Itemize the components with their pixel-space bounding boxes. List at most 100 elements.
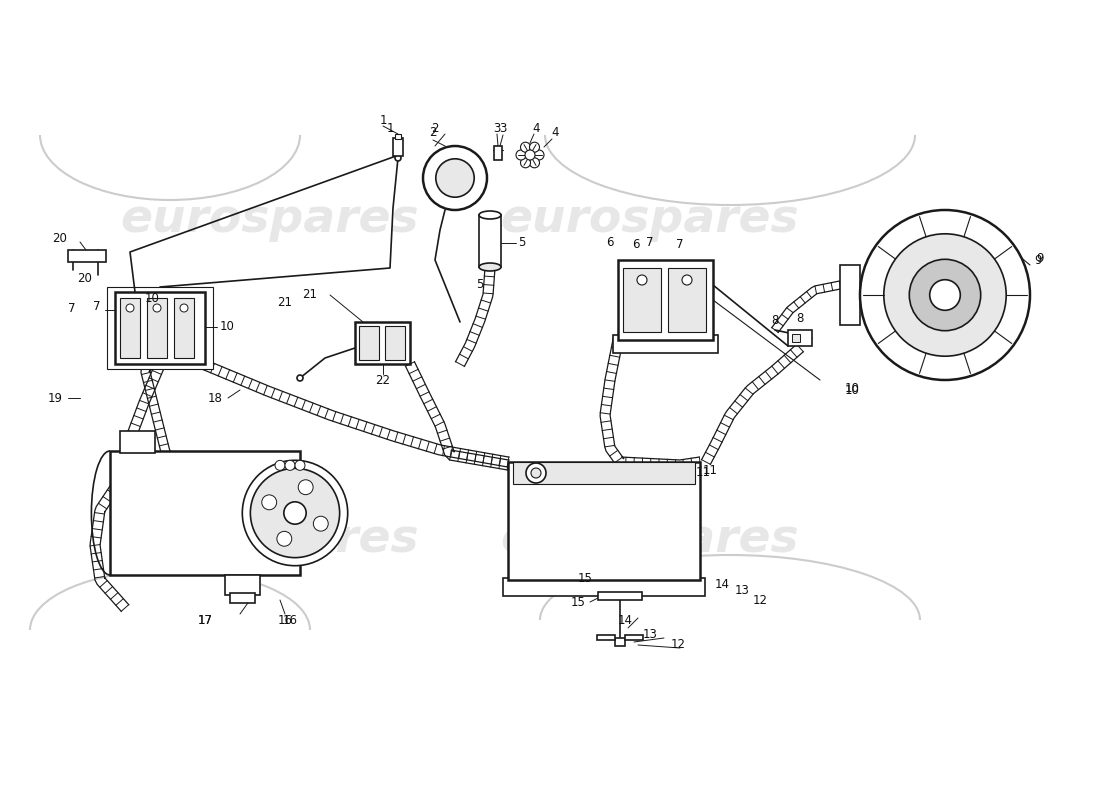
Text: 6: 6 bbox=[632, 238, 640, 250]
Text: 17: 17 bbox=[198, 614, 212, 626]
Bar bbox=[427, 166, 452, 190]
Text: 1: 1 bbox=[379, 114, 387, 126]
Text: 6: 6 bbox=[606, 235, 614, 249]
Text: 4: 4 bbox=[532, 122, 540, 134]
Bar bbox=[355, 322, 410, 364]
Circle shape bbox=[285, 460, 295, 470]
Text: 15: 15 bbox=[578, 571, 593, 585]
Bar bbox=[792, 334, 800, 342]
Bar bbox=[513, 462, 695, 484]
Bar bbox=[494, 146, 502, 160]
Circle shape bbox=[297, 375, 302, 381]
Text: 13: 13 bbox=[735, 583, 749, 597]
Bar bbox=[788, 330, 812, 346]
Bar bbox=[840, 265, 860, 325]
Circle shape bbox=[525, 150, 535, 160]
Circle shape bbox=[395, 155, 402, 161]
Text: 19: 19 bbox=[47, 391, 63, 405]
Text: 12: 12 bbox=[671, 638, 685, 651]
Text: eurospares: eurospares bbox=[500, 518, 800, 562]
Text: 12: 12 bbox=[752, 594, 768, 606]
Text: 16: 16 bbox=[277, 614, 293, 626]
Circle shape bbox=[860, 210, 1030, 380]
Circle shape bbox=[242, 460, 348, 566]
Bar bbox=[385, 326, 405, 360]
Bar bbox=[618, 260, 713, 340]
Text: 21: 21 bbox=[277, 295, 293, 309]
Bar bbox=[395, 134, 402, 139]
Circle shape bbox=[529, 142, 539, 152]
Circle shape bbox=[295, 460, 305, 470]
Bar bbox=[598, 592, 642, 600]
Bar bbox=[230, 593, 255, 603]
Text: 15: 15 bbox=[571, 595, 585, 609]
Circle shape bbox=[275, 460, 285, 470]
Text: 4: 4 bbox=[551, 126, 559, 139]
Text: 17: 17 bbox=[198, 614, 212, 626]
Bar bbox=[174, 298, 194, 358]
Bar bbox=[120, 431, 155, 453]
Bar bbox=[116, 292, 205, 364]
Circle shape bbox=[910, 259, 981, 330]
Text: 7: 7 bbox=[676, 238, 684, 250]
Bar bbox=[503, 578, 705, 596]
Text: 10: 10 bbox=[845, 382, 859, 394]
Circle shape bbox=[314, 516, 328, 531]
Bar bbox=[615, 638, 625, 646]
Text: 8: 8 bbox=[796, 311, 804, 325]
Circle shape bbox=[637, 275, 647, 285]
Circle shape bbox=[930, 280, 960, 310]
Ellipse shape bbox=[478, 263, 500, 271]
Bar bbox=[120, 298, 140, 358]
Text: 5: 5 bbox=[518, 237, 526, 250]
Text: 2: 2 bbox=[431, 122, 439, 134]
Text: 20: 20 bbox=[53, 231, 67, 245]
Text: 7: 7 bbox=[647, 235, 653, 249]
Text: 2: 2 bbox=[429, 126, 437, 139]
Text: 9: 9 bbox=[1036, 251, 1044, 265]
Circle shape bbox=[520, 142, 530, 152]
Circle shape bbox=[516, 150, 526, 160]
Circle shape bbox=[534, 150, 544, 160]
Circle shape bbox=[284, 502, 306, 524]
Text: 10: 10 bbox=[845, 383, 859, 397]
Bar bbox=[623, 268, 661, 332]
Text: 21: 21 bbox=[302, 289, 318, 302]
Text: 5: 5 bbox=[476, 278, 484, 291]
Text: 3: 3 bbox=[499, 122, 507, 134]
Bar bbox=[359, 326, 380, 360]
Bar bbox=[508, 462, 700, 580]
Circle shape bbox=[883, 234, 1006, 356]
Text: 11: 11 bbox=[703, 463, 717, 477]
Text: eurospares: eurospares bbox=[500, 198, 800, 242]
Text: 9: 9 bbox=[1034, 254, 1042, 266]
Text: 1: 1 bbox=[386, 122, 394, 134]
Bar bbox=[110, 451, 300, 575]
Circle shape bbox=[126, 304, 134, 312]
Text: 8: 8 bbox=[771, 314, 779, 326]
Circle shape bbox=[682, 275, 692, 285]
Bar bbox=[625, 635, 644, 640]
Bar bbox=[478, 215, 500, 267]
Text: 11: 11 bbox=[695, 466, 711, 478]
Bar bbox=[226, 575, 260, 595]
Circle shape bbox=[277, 531, 292, 546]
Text: 7: 7 bbox=[68, 302, 76, 314]
Circle shape bbox=[262, 495, 277, 510]
Text: 20: 20 bbox=[78, 271, 92, 285]
Circle shape bbox=[251, 468, 340, 558]
Circle shape bbox=[298, 480, 314, 494]
Circle shape bbox=[424, 146, 487, 210]
Text: 7: 7 bbox=[94, 301, 101, 314]
Bar bbox=[393, 138, 403, 156]
Ellipse shape bbox=[478, 211, 500, 219]
Text: 3: 3 bbox=[493, 122, 500, 134]
Circle shape bbox=[531, 468, 541, 478]
Text: 22: 22 bbox=[375, 374, 390, 386]
Text: eurospares: eurospares bbox=[121, 518, 419, 562]
Bar bbox=[613, 335, 718, 353]
Circle shape bbox=[153, 304, 161, 312]
Bar bbox=[668, 268, 706, 332]
Bar bbox=[107, 287, 213, 369]
Text: 14: 14 bbox=[617, 614, 632, 626]
